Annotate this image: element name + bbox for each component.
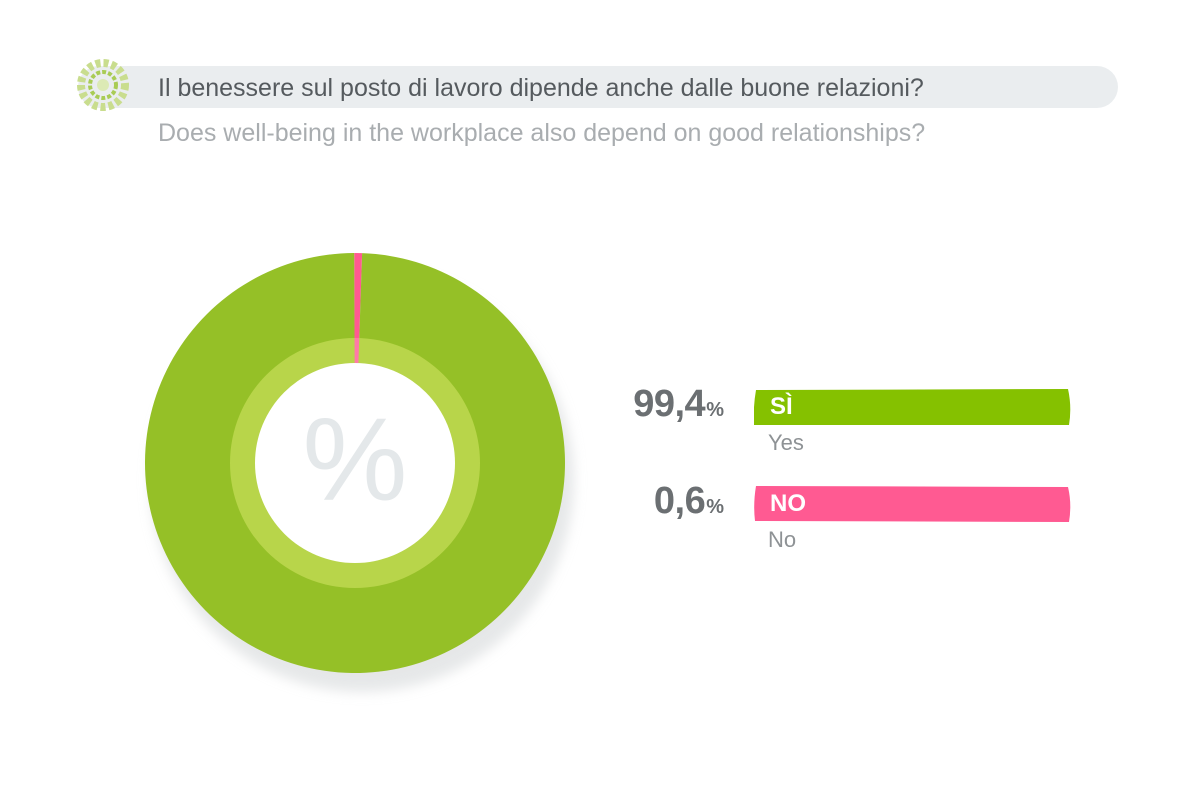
question-english: Does well-being in the workplace also de… [158, 119, 926, 147]
no-percent-sign: % [706, 496, 724, 518]
no-bar [754, 486, 1071, 522]
no-sublabel: No [768, 527, 797, 552]
question-banner [78, 66, 1118, 108]
donut-chart: % [144, 253, 574, 692]
yes-percent-sign: % [706, 399, 724, 421]
no-percentage: 0,6% [654, 480, 724, 523]
yes-label: SÌ [770, 393, 793, 420]
no-label: NO [770, 490, 806, 517]
question-italian: Il benessere sul posto di lavoro dipende… [158, 74, 924, 102]
legend-yes: 99,4% SÌ Yes [600, 383, 1080, 467]
yes-percentage: 99,4% [633, 383, 724, 426]
yes-value: 99,4 [633, 383, 706, 425]
legend-no: 0,6% NO No [600, 480, 1080, 564]
yes-sublabel: Yes [768, 430, 804, 455]
gear-icon [77, 59, 129, 111]
yes-bar [754, 389, 1071, 425]
donut-center [255, 363, 455, 563]
center-percent-symbol: % [303, 394, 408, 526]
inner-ring-no-sliver [354, 338, 360, 364]
no-value: 0,6 [653, 480, 706, 522]
